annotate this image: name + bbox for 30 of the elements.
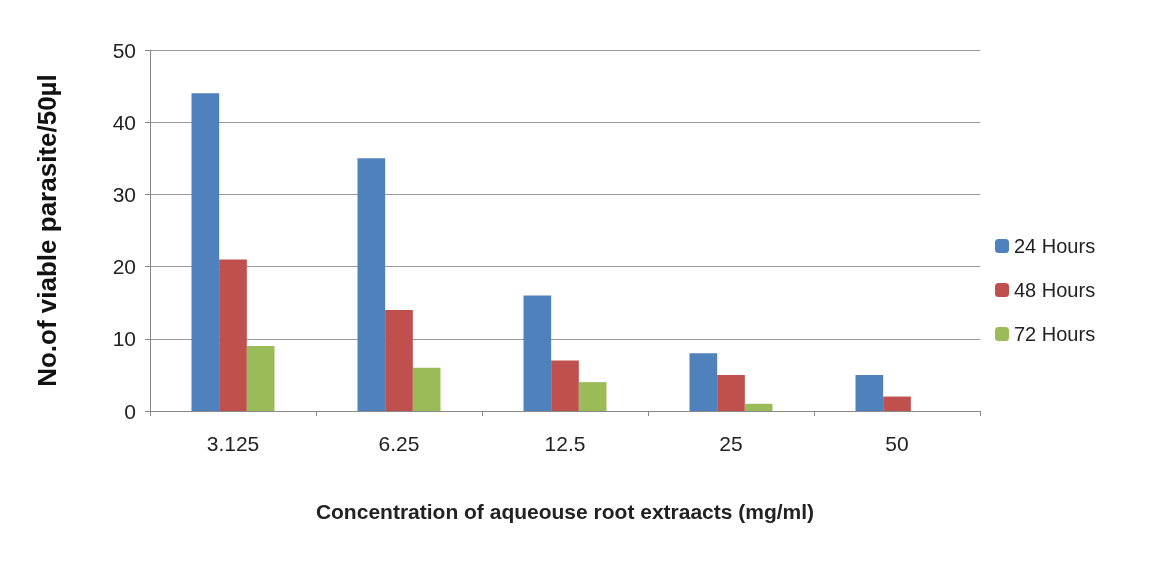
y-tick-label: 40	[112, 110, 136, 134]
y-axis-title: No.of viable parasite/50µl	[32, 74, 62, 387]
y-tick-label: 0	[124, 399, 136, 423]
bar	[689, 353, 718, 411]
x-tick-label: 50	[885, 432, 909, 455]
bar	[412, 367, 441, 411]
bar	[357, 158, 386, 411]
bar	[578, 382, 607, 411]
legend-label: 24 Hours	[1014, 235, 1096, 257]
bar	[883, 396, 911, 411]
y-tick-label: 30	[112, 182, 136, 206]
bar	[385, 309, 413, 411]
x-tick-label: 25	[719, 432, 743, 455]
bar	[717, 374, 745, 411]
y-tick-label: 20	[112, 255, 136, 279]
x-tick-label: 3.125	[206, 432, 260, 455]
x-tick-label: 6.25	[378, 432, 420, 455]
legend-label: 72 Hours	[1014, 323, 1096, 345]
bar	[191, 93, 220, 411]
bar	[855, 374, 884, 411]
bar	[219, 259, 247, 411]
x-axis-title: Concentration of aqueouse root extraacts (mg/ml)	[315, 500, 815, 523]
legend-label: 48 Hours	[1014, 279, 1096, 301]
x-tick-label: 12.5	[544, 432, 586, 455]
bar	[551, 360, 579, 411]
bar	[246, 346, 275, 411]
bar	[744, 403, 773, 411]
bar	[523, 295, 552, 411]
y-tick-label: 50	[112, 38, 136, 62]
y-tick-label: 10	[112, 327, 136, 351]
